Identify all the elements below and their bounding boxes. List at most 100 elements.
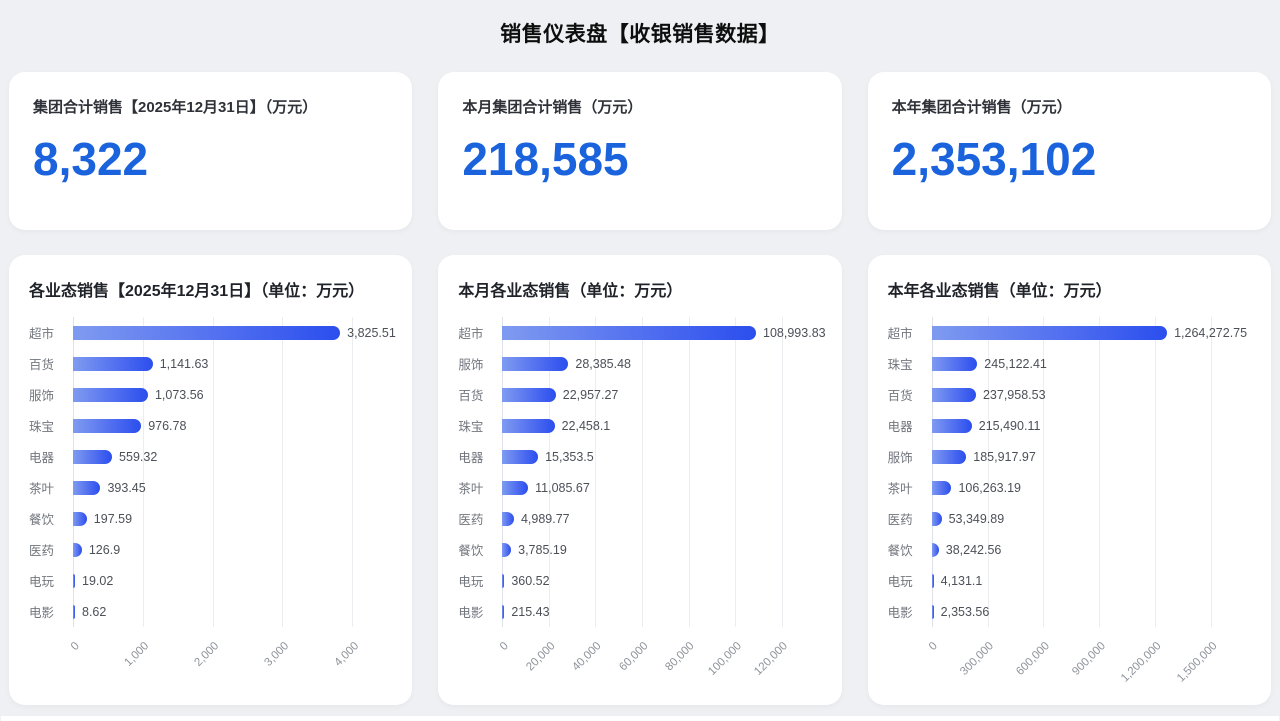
category-label: 电影 [887, 606, 913, 620]
bar-value-label: 245,122.41 [984, 356, 1047, 371]
bar-value-label: 1,141.63 [159, 356, 209, 371]
bar-row: 超市 108,993.83 [458, 317, 826, 348]
bar-茶叶[interactable]: 11,085.67 [502, 480, 590, 495]
bar-track: 215,490.11 [931, 410, 1211, 441]
bar-track: 38,242.56 [931, 534, 1211, 565]
kpi-value: 2,353,102 [891, 133, 1097, 185]
category-label: 服饰 [29, 389, 55, 403]
bar-电影[interactable]: 8.62 [73, 604, 106, 619]
bar-row: 服饰 1,073.56 [29, 379, 392, 410]
bar-医药[interactable]: 53,349.89 [931, 511, 1004, 526]
bar-茶叶[interactable]: 393.45 [73, 480, 146, 495]
bar-value-label: 106,263.19 [958, 480, 1021, 495]
bar-track: 22,957.27 [502, 379, 781, 410]
bar-医药[interactable]: 126.9 [73, 542, 120, 557]
bar-track: 11,085.67 [502, 472, 781, 503]
category-label: 电玩 [458, 575, 484, 589]
axis-tick-label: 40,000 [570, 640, 604, 674]
bar-track: 393.45 [73, 472, 352, 503]
bar-电玩[interactable]: 360.52 [502, 573, 550, 588]
bar-超市[interactable]: 3,825.51 [73, 325, 396, 340]
bar-track: 245,122.41 [931, 348, 1211, 379]
axis-tick-label: 1,000 [122, 640, 152, 669]
bar-value-label: 22,957.27 [562, 387, 619, 402]
bar-row: 餐饮 38,242.56 [888, 534, 1251, 565]
page-title: 销售仪表盘【收银销售数据】 [500, 23, 780, 46]
dashboard-main: 集团合计销售【2025年12月31日】（万元） 8,322 本月集团合计销售（万… [0, 72, 1280, 705]
bar-row: 茶叶 106,263.19 [888, 472, 1251, 503]
axis-tick-label: 120,000 [752, 640, 791, 678]
axis-tick-label: 60,000 [617, 640, 651, 674]
category-label: 电器 [29, 451, 55, 465]
category-label: 餐饮 [29, 513, 55, 527]
bar-电影[interactable]: 2,353.56 [931, 604, 989, 619]
chart-title: 本年各业态销售（单位：万元） [887, 283, 1112, 300]
category-label: 茶叶 [29, 482, 55, 496]
chart-title: 各业态销售【2025年12月31日】（单位：万元） [29, 283, 365, 300]
sales-dashboard-page: 销售仪表盘【收银销售数据】 集团合计销售【2025年12月31日】（万元） 8,… [0, 23, 1280, 721]
bar-茶叶[interactable]: 106,263.19 [931, 480, 1021, 495]
bar-电器[interactable]: 559.32 [73, 449, 157, 464]
category-label: 茶叶 [887, 482, 913, 496]
bar-value-label: 28,385.48 [575, 356, 631, 371]
category-label: 珠宝 [887, 358, 913, 372]
bar-value-label: 22,458.1 [561, 418, 611, 433]
bar-电玩[interactable]: 19.02 [73, 573, 113, 588]
bar-服饰[interactable]: 1,073.56 [73, 387, 204, 402]
x-axis: 0 300,000 600,000 900,000 1,200,000 1,500,000 [927, 631, 1219, 685]
bar-value-label: 197.59 [93, 511, 133, 526]
category-label: 茶叶 [458, 482, 484, 496]
bar-餐饮[interactable]: 3,785.19 [502, 542, 567, 557]
category-label: 医药 [887, 513, 913, 527]
bar-珠宝[interactable]: 245,122.41 [931, 356, 1047, 371]
bar-百货[interactable]: 22,957.27 [502, 387, 618, 402]
bar-value-label: 4,131.1 [940, 573, 983, 588]
category-label: 百货 [458, 389, 484, 403]
bar-row: 电玩 4,131.1 [888, 565, 1251, 596]
bar-餐饮[interactable]: 197.59 [73, 511, 132, 526]
bar-超市[interactable]: 108,993.83 [502, 325, 826, 340]
bar-value-label: 53,349.89 [948, 511, 1005, 526]
bar-服饰[interactable]: 185,917.97 [931, 449, 1036, 464]
kpi-card-month-total: 本月集团合计销售（万元） 218,585 [438, 72, 842, 230]
category-label: 珠宝 [29, 420, 55, 434]
x-axis: 0 20,000 40,000 60,000 80,000 100,000 120,000 [498, 631, 790, 681]
bar-服饰[interactable]: 28,385.48 [502, 356, 631, 371]
bar-value-label: 185,917.97 [973, 449, 1036, 464]
bar-珠宝[interactable]: 976.78 [73, 418, 186, 433]
bottom-strip [1, 716, 1279, 721]
bar-value-label: 3,785.19 [518, 542, 567, 557]
bar-track: 126.9 [73, 534, 352, 565]
bar-电影[interactable]: 215.43 [502, 604, 550, 619]
bar-医药[interactable]: 4,989.77 [502, 511, 570, 526]
bar-track: 28,385.48 [502, 348, 781, 379]
bar-track: 53,349.89 [931, 503, 1211, 534]
bar-value-label: 3,825.51 [347, 325, 396, 340]
bar-百货[interactable]: 1,141.63 [73, 356, 208, 371]
bar-chart-day: 超市 3,825.51 百货 1,141.63 服饰 1,073.56 珠宝 976.78 电器… [29, 317, 396, 681]
bar-百货[interactable]: 237,958.53 [931, 387, 1046, 402]
axis-tick-label: 300,000 [958, 640, 997, 678]
bar-珠宝[interactable]: 22,458.1 [502, 418, 610, 433]
bar-电玩[interactable]: 4,131.1 [931, 573, 982, 588]
kpi-value: 8,322 [33, 133, 149, 185]
bar-电器[interactable]: 215,490.11 [931, 418, 1040, 433]
bar-track: 1,073.56 [73, 379, 352, 410]
bar-row: 服饰 28,385.48 [458, 348, 821, 379]
bar-电器[interactable]: 15,353.5 [502, 449, 594, 464]
axis-tick-label: 4,000 [331, 640, 361, 669]
bar-value-label: 1,264,272.75 [1174, 325, 1248, 340]
bar-row: 电玩 360.52 [458, 565, 821, 596]
bar-track: 237,958.53 [931, 379, 1211, 410]
bar-row: 服饰 185,917.97 [888, 441, 1251, 472]
bar-value-label: 8.62 [82, 604, 107, 619]
bar-row: 餐饮 197.59 [29, 503, 392, 534]
bar-超市[interactable]: 1,264,272.75 [931, 325, 1247, 340]
bar-track: 215.43 [502, 596, 781, 627]
axis-tick-label: 0 [497, 640, 511, 654]
bar-餐饮[interactable]: 38,242.56 [931, 542, 1001, 557]
bar-value-label: 19.02 [82, 573, 114, 588]
bar-row: 电影 8.62 [29, 596, 392, 627]
plot-area: 超市 108,993.83 服饰 28,385.48 百货 22,957.27 珠宝 22,4… [458, 317, 826, 627]
bar-chart-year: 超市 1,264,272.75 珠宝 245,122.41 百货 237,958.53 电器… [887, 317, 1251, 685]
